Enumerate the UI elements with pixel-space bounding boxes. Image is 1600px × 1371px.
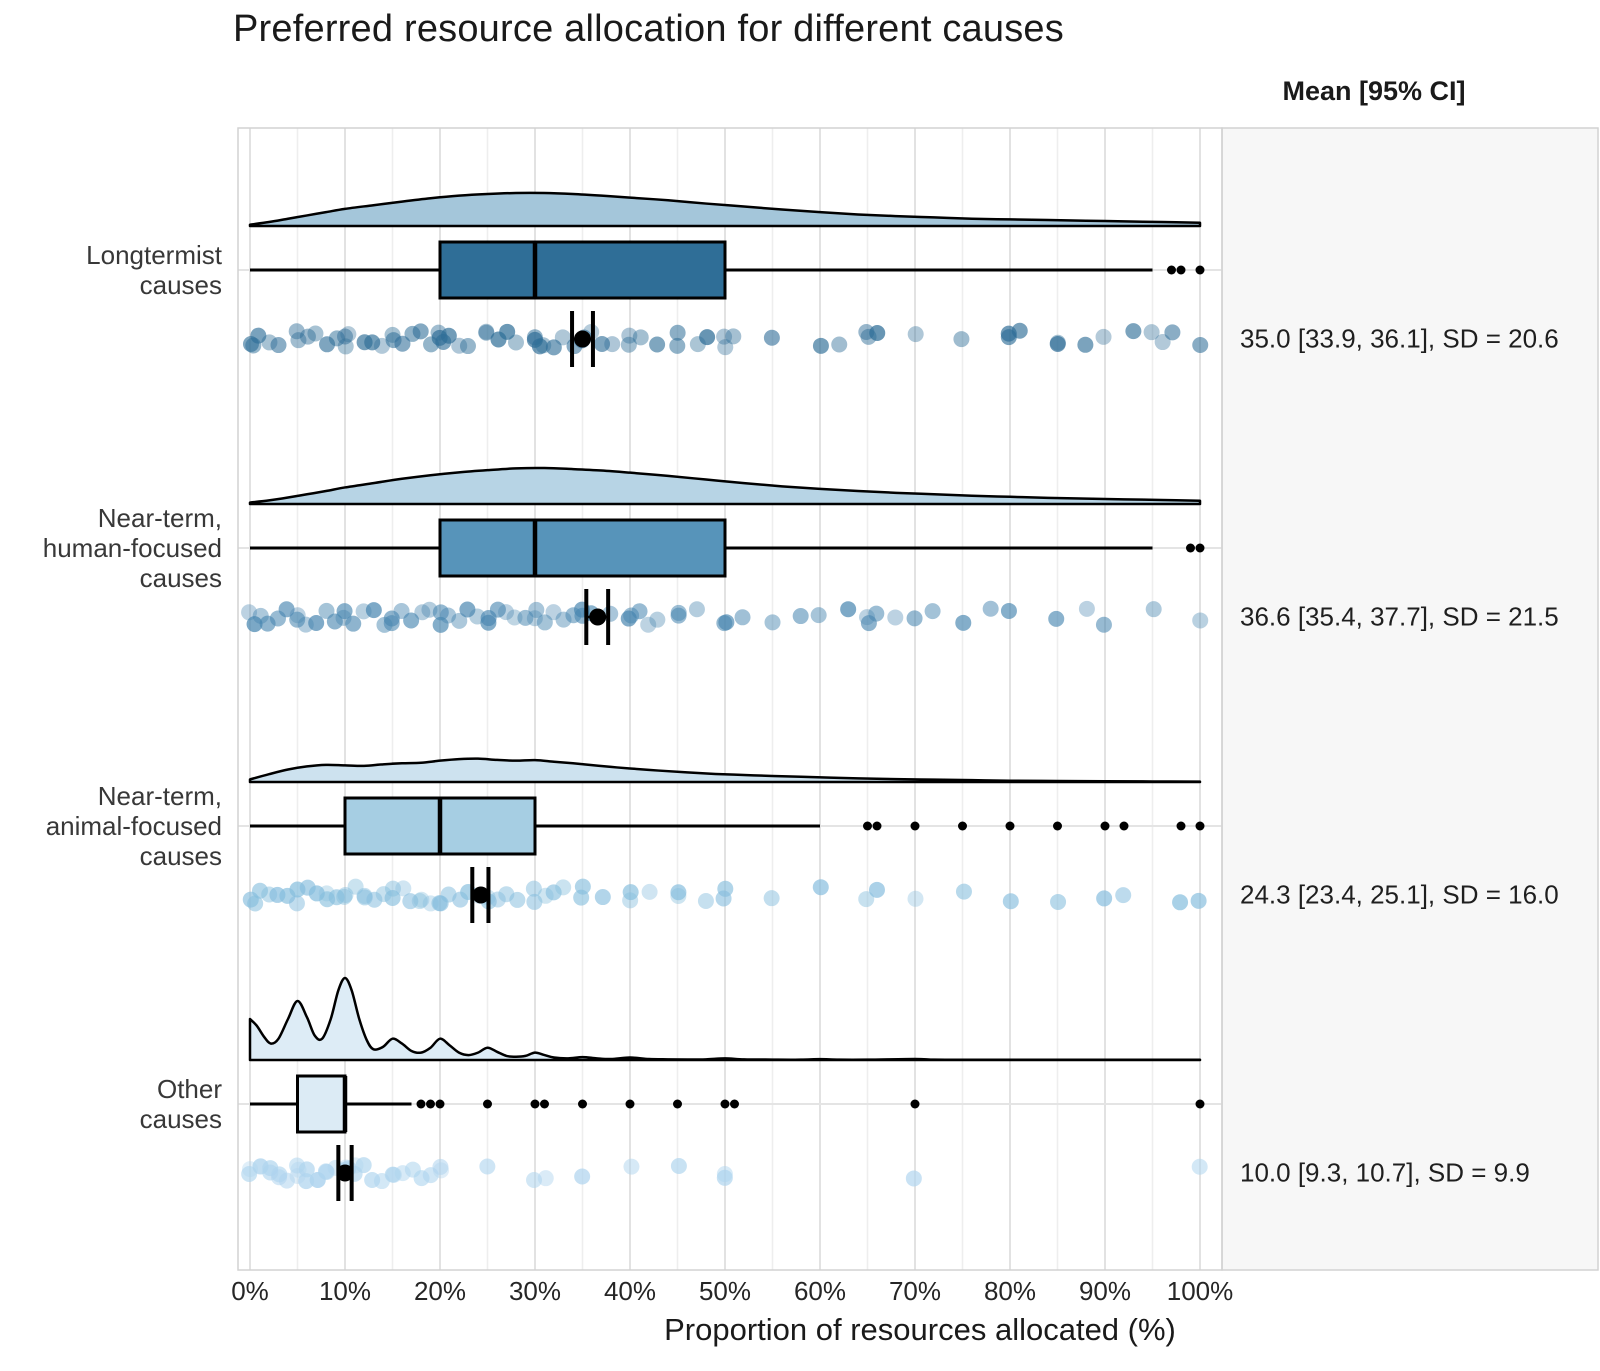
x-tick-label: 80% [983, 1276, 1037, 1306]
category-label-nearterm-human: Near-term, human-focused causes [42, 503, 222, 593]
category-label-other: Other causes [139, 1074, 222, 1134]
x-tick-label: 60% [793, 1276, 847, 1306]
x-tick-label: 20% [413, 1276, 467, 1306]
x-tick-label: 50% [698, 1276, 752, 1306]
chart-title: Preferred resource allocation for differ… [233, 8, 1064, 50]
mean-ci-label-nearterm-animal: 24.3 [23.4, 25.1], SD = 16.0 [1240, 879, 1559, 910]
x-tick-label: 40% [603, 1276, 657, 1306]
category-label-nearterm-animal: Near-term, animal-focused causes [45, 781, 222, 871]
mean-ci-label-nearterm-human: 36.6 [35.4, 37.7], SD = 21.5 [1240, 601, 1559, 632]
mean-ci-label-other: 10.0 [9.3, 10.7], SD = 9.9 [1240, 1157, 1530, 1188]
x-axis-title: Proportion of resources allocated (%) [664, 1312, 1176, 1347]
x-tick-label: 0% [231, 1276, 269, 1306]
x-tick-label: 90% [1078, 1276, 1132, 1306]
category-label-longtermist: Longtermist causes [86, 240, 222, 300]
x-tick-label: 100% [1166, 1276, 1234, 1306]
x-tick-label: 70% [888, 1276, 942, 1306]
stats-column-header: Mean [95% CI] [1282, 76, 1466, 106]
x-tick-label: 10% [318, 1276, 372, 1306]
x-tick-label: 30% [508, 1276, 562, 1306]
mean-ci-label-longtermist: 35.0 [33.9, 36.1], SD = 20.6 [1240, 323, 1559, 354]
